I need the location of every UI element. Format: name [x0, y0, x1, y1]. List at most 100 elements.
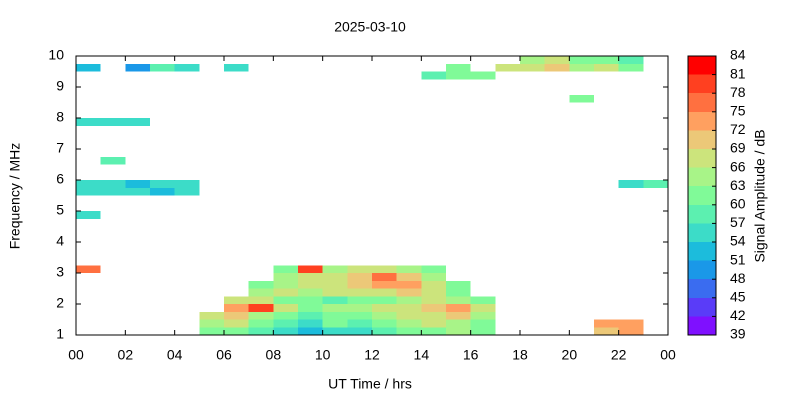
- heatmap-cell: [372, 288, 397, 297]
- heatmap-cell: [125, 63, 150, 72]
- x-axis-label: UT Time / hrs: [328, 376, 412, 392]
- x-tick-label: 02: [118, 347, 134, 363]
- heatmap-cell: [618, 327, 644, 335]
- heatmap-cell: [298, 304, 323, 312]
- heatmap-cell: [347, 304, 372, 312]
- colorbar-tick-label: 84: [730, 47, 746, 63]
- heatmap-cell: [322, 288, 348, 297]
- heatmap-cell: [396, 273, 422, 281]
- colorbar-tick-label: 42: [730, 307, 746, 323]
- y-axis-label: Frequency / MHz: [7, 143, 23, 250]
- heatmap-cell: [618, 319, 644, 328]
- heatmap-cell: [347, 319, 372, 328]
- heatmap-cell: [174, 187, 200, 196]
- heatmap-cell: [298, 265, 323, 273]
- heatmap-cell: [470, 304, 496, 312]
- heatmap-cell: [421, 327, 446, 335]
- y-tick-label: 5: [56, 202, 64, 218]
- heatmap-cell: [372, 280, 397, 289]
- y-tick-label: 1: [56, 326, 64, 342]
- heatmap-cell: [273, 311, 298, 320]
- heatmap-cell: [421, 304, 446, 312]
- heatmap-cell: [100, 180, 126, 188]
- heatmap-cell: [100, 118, 126, 126]
- y-tick-label: 10: [48, 47, 64, 63]
- heatmap-cell: [273, 304, 298, 312]
- heatmap-cell: [347, 288, 372, 297]
- colorbar-band: [688, 56, 716, 75]
- heatmap-cell: [520, 63, 545, 72]
- heatmap-cell: [199, 327, 224, 335]
- heatmap-cell: [76, 180, 101, 188]
- heatmap-cell: [569, 94, 594, 103]
- colorbar-band: [688, 74, 716, 94]
- heatmap-cell: [248, 319, 274, 328]
- heatmap-cell: [125, 180, 150, 188]
- colorbar-tick-label: 60: [730, 196, 746, 212]
- x-tick-label: 20: [562, 347, 578, 363]
- colorbar-tick-label: 57: [730, 214, 746, 230]
- heatmap-cell: [298, 327, 323, 335]
- heatmap-cell: [273, 288, 298, 297]
- heatmap-cell: [396, 311, 422, 320]
- colorbar-tick-label: 69: [730, 140, 746, 156]
- heatmap-cell: [248, 296, 274, 304]
- heatmap-cell: [643, 180, 668, 188]
- heatmap-cell: [372, 319, 397, 328]
- x-tick-label: 16: [463, 347, 479, 363]
- heatmap-cell: [372, 327, 397, 335]
- heatmap-cell: [421, 319, 446, 328]
- heatmap-cell: [76, 187, 101, 196]
- heatmap-cell: [273, 327, 298, 335]
- colorbar-band: [688, 167, 716, 187]
- heatmap-cell: [544, 63, 570, 72]
- colorbar-tick-label: 51: [730, 251, 746, 267]
- heatmap-cell: [618, 180, 644, 188]
- heatmap-cell: [446, 296, 471, 304]
- heatmap-cell: [446, 319, 471, 328]
- heatmap-cell: [446, 63, 471, 72]
- heatmap-cell: [322, 296, 348, 304]
- heatmap-cell: [174, 63, 200, 72]
- heatmap-cell: [372, 273, 397, 281]
- heatmap-cell: [470, 319, 496, 328]
- heatmap-cell: [248, 288, 274, 297]
- colorbar-tick-label: 45: [730, 289, 746, 305]
- heatmap-cell: [248, 327, 274, 335]
- heatmap-cell: [569, 63, 594, 72]
- heatmap-cell: [322, 327, 348, 335]
- heatmap-cell: [372, 265, 397, 273]
- heatmap-cell: [421, 311, 446, 320]
- heatmap-cell: [322, 304, 348, 312]
- heatmap-cell: [224, 327, 249, 335]
- heatmap-cell: [273, 296, 298, 304]
- y-tick-label: 2: [56, 295, 64, 311]
- colorbar-tick-label: 39: [730, 326, 746, 342]
- heatmap-cell: [372, 304, 397, 312]
- y-tick-label: 7: [56, 140, 64, 156]
- colorbar-label: Signal Amplitude / dB: [752, 129, 768, 262]
- heatmap-cell: [347, 311, 372, 320]
- colorbar-band: [688, 130, 716, 149]
- heatmap-cell: [199, 319, 224, 328]
- heatmap-cell: [125, 187, 150, 196]
- heatmap-cell: [298, 288, 323, 297]
- x-tick-label: 18: [512, 347, 528, 363]
- heatmap-cell: [618, 63, 644, 72]
- heatmap-cell: [347, 265, 372, 273]
- heatmap-cell: [76, 265, 101, 273]
- colorbar-band: [688, 316, 716, 335]
- heatmap-cell: [76, 63, 101, 72]
- heatmap-cell: [372, 296, 397, 304]
- heatmap-cell: [322, 273, 348, 281]
- heatmap-cell: [224, 304, 249, 312]
- heatmap-cell: [298, 296, 323, 304]
- colorbar-band: [688, 149, 716, 168]
- heatmap-cell: [421, 273, 446, 281]
- y-tick-label: 6: [56, 171, 64, 187]
- heatmap-cell: [594, 319, 619, 328]
- heatmap-cell: [470, 296, 496, 304]
- x-tick-label: 00: [660, 347, 676, 363]
- heatmap-cell: [76, 211, 101, 219]
